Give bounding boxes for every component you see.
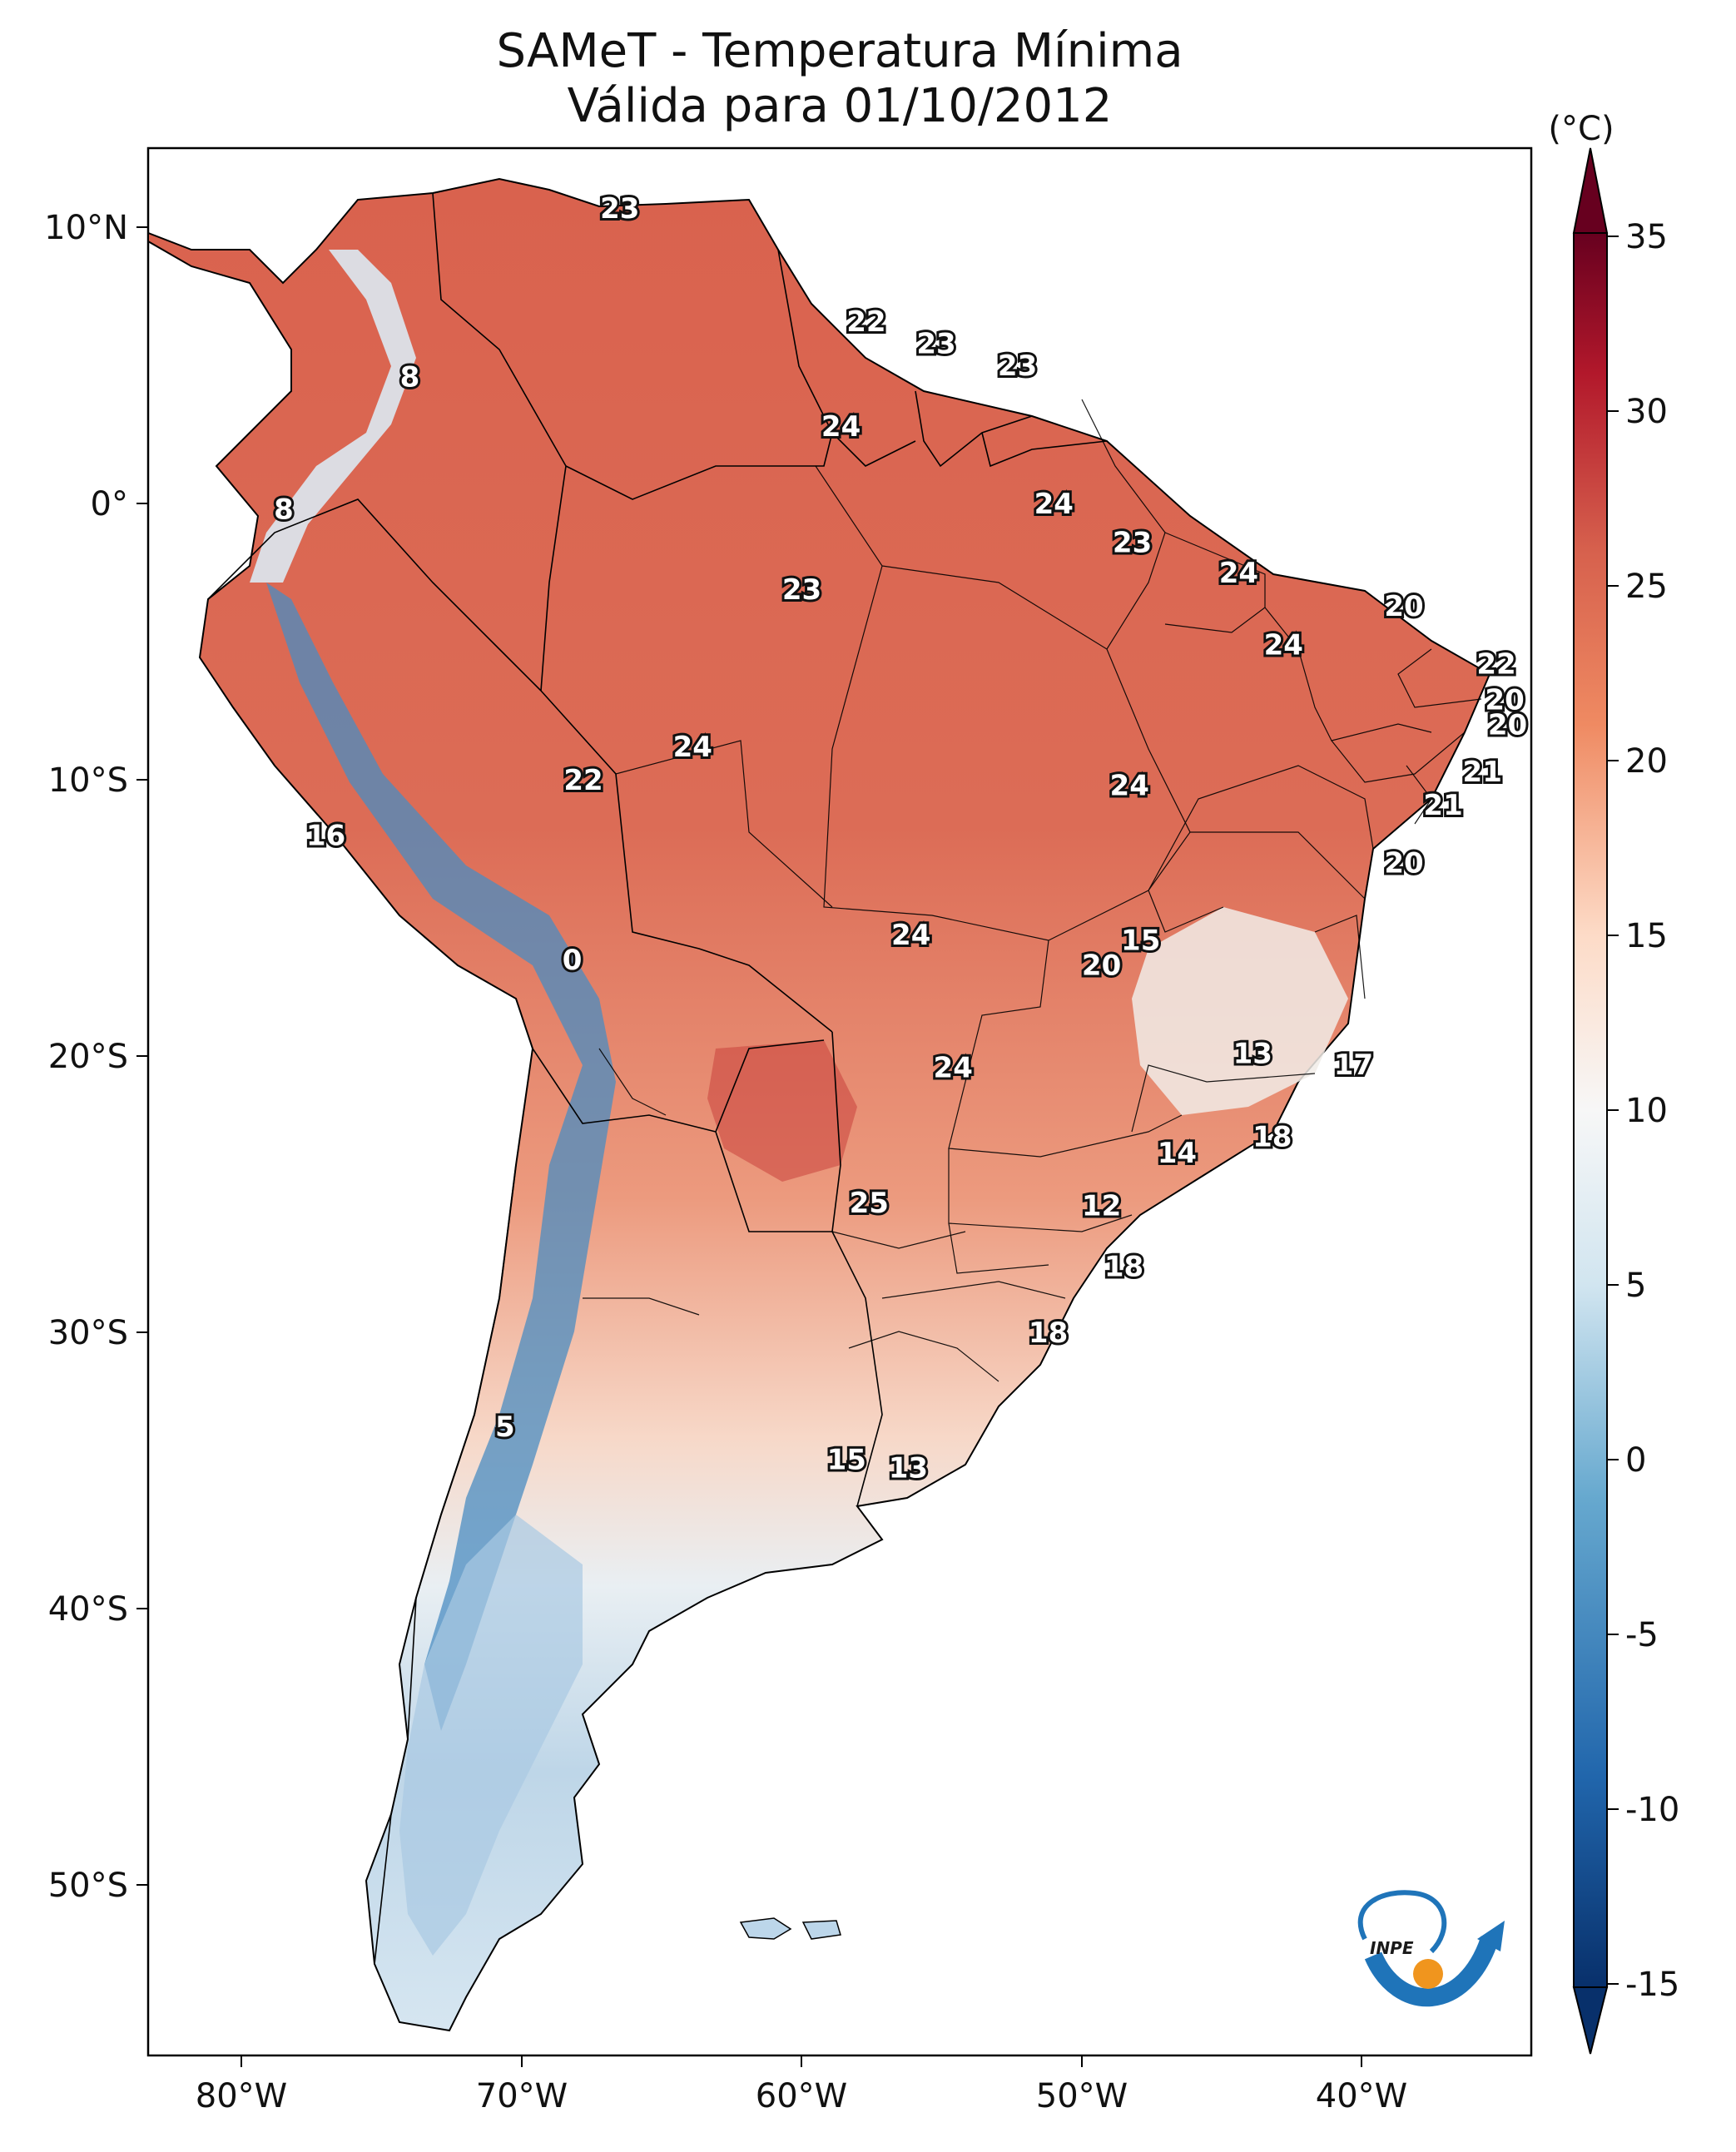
falkland-islands <box>739 1917 841 1940</box>
map-title-line2: Válida para 01/10/2012 <box>567 79 1113 133</box>
colorbar-bottom-extend <box>1572 1986 1609 2055</box>
colorbar-tick-label: 0 <box>1625 1441 1646 1480</box>
x-tick-label: 70°W <box>476 2077 568 2115</box>
colorbar-tick-label: -5 <box>1625 1616 1659 1654</box>
station-value-label: 20 <box>1485 684 1524 717</box>
station-value-label: 15 <box>827 1444 866 1477</box>
station-value-label: 17 <box>1334 1049 1373 1082</box>
country-borders <box>207 192 1108 1965</box>
y-tick-label: 40°S <box>48 1590 128 1629</box>
station-value-label: 13 <box>1233 1038 1272 1071</box>
station-value-label: 24 <box>1110 770 1149 803</box>
station-value-label: 21 <box>1463 756 1502 789</box>
x-axis <box>241 2055 1362 2067</box>
colorbar-unit: (°C) <box>1548 110 1614 148</box>
station-value-label: 18 <box>1104 1250 1143 1283</box>
colorbar-tick-label: 30 <box>1625 393 1668 431</box>
state-borders <box>583 399 1482 1382</box>
station-value-label: 24 <box>891 919 930 952</box>
colorbar-tick-label: 35 <box>1625 218 1668 256</box>
station-value-label: 24 <box>673 731 712 764</box>
station-value-label: 20 <box>1384 847 1423 880</box>
station-value-label: 22 <box>563 764 603 797</box>
y-tick-label: 10°S <box>48 761 128 800</box>
patagonia-cool-region <box>399 1515 583 1956</box>
y-tick-label: 10°N <box>44 209 128 247</box>
station-value-label: 8 <box>400 360 420 394</box>
station-value-label: 18 <box>1029 1316 1068 1350</box>
inpe-logo: INPE <box>1357 1890 1505 2007</box>
station-value-label: 12 <box>1082 1189 1121 1222</box>
station-value-label: 20 <box>1082 949 1121 982</box>
station-value-label: 22 <box>1476 648 1515 682</box>
colorbar-tick-label: -15 <box>1625 1966 1679 2004</box>
map-title-line1: SAMeT - Temperatura Mínima <box>496 24 1183 78</box>
station-value-label: 24 <box>1034 488 1074 521</box>
x-tick-label: 40°W <box>1316 2077 1407 2115</box>
station-value-label: 15 <box>1121 925 1160 958</box>
station-value-label: 23 <box>600 192 639 226</box>
station-value-label: 14 <box>1158 1137 1197 1170</box>
station-value-label: 24 <box>934 1051 973 1084</box>
chaco-warm-region <box>707 1040 857 1182</box>
colorbar <box>1572 147 1619 2055</box>
station-value-label: 5 <box>495 1411 515 1444</box>
station-value-label: 16 <box>306 819 345 852</box>
andes-north-band <box>250 250 416 583</box>
colorbar-tick-label: 15 <box>1625 917 1668 955</box>
x-tick-label: 60°W <box>756 2077 847 2115</box>
station-value-label: 13 <box>889 1452 928 1485</box>
station-value-label: 21 <box>1423 789 1462 822</box>
colorbar-top-extend <box>1572 147 1609 234</box>
station-value-label: 23 <box>998 350 1037 383</box>
colorbar-tick-label: 20 <box>1625 742 1668 781</box>
station-value-label: 18 <box>1252 1120 1292 1153</box>
x-tick-label: 80°W <box>196 2077 287 2115</box>
colorbar-tick-label: 25 <box>1625 568 1668 606</box>
station-value-label: 8 <box>274 493 294 527</box>
colorbar-tick-label: 5 <box>1625 1267 1646 1305</box>
station-value-label: 24 <box>1219 557 1258 590</box>
x-tick-label: 50°W <box>1036 2077 1128 2115</box>
inpe-logo-text: INPE <box>1370 1938 1414 1958</box>
y-axis <box>136 226 148 1886</box>
station-value-label: 23 <box>1113 527 1152 560</box>
colorbar-scale <box>1573 232 1608 1988</box>
station-value-label: 24 <box>1264 628 1303 662</box>
colorbar-tick-label: -10 <box>1625 1791 1679 1829</box>
colorbar-tick-label: 10 <box>1625 1092 1668 1130</box>
station-value-label: 20 <box>1384 590 1423 623</box>
station-value-label: 23 <box>782 573 821 607</box>
y-tick-label: 30°S <box>48 1314 128 1352</box>
southeast-brazil-cool-region <box>1132 907 1348 1115</box>
station-value-label: 22 <box>846 305 885 339</box>
station-value-label: 24 <box>821 410 861 444</box>
y-tick-label: 0° <box>91 485 128 523</box>
station-value-label: 25 <box>850 1187 889 1220</box>
y-tick-label: 20°S <box>48 1038 128 1076</box>
andes-cold-band <box>266 583 616 1731</box>
station-value-label: 23 <box>916 327 955 360</box>
station-value-label: 0 <box>563 944 583 977</box>
station-value-label: 20 <box>1488 709 1527 742</box>
y-tick-label: 50°S <box>48 1867 128 1905</box>
